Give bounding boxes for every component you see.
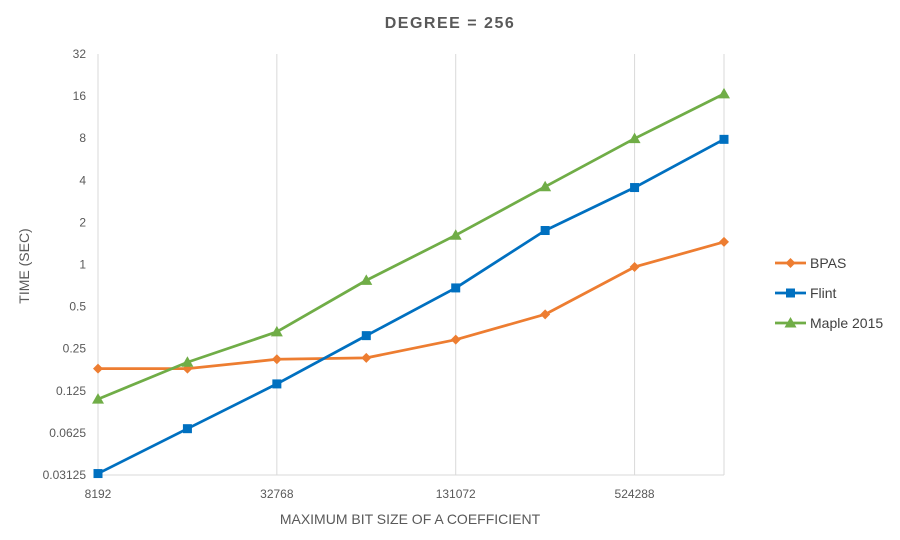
y-tick-label: 0.0625 [49,426,86,440]
grid-lines [97,54,725,476]
series-flint [93,134,729,479]
data-point-maple-2015 [718,87,730,99]
series-line-maple-2015 [97,92,725,401]
chart-title: DEGREE = 256 [385,15,516,32]
legend-item-flint: Flint [775,285,837,301]
y-tick-label: 2 [79,215,86,229]
data-point-bpas [93,363,103,374]
series-line-bpas [98,240,725,371]
data-point-flint [451,283,461,293]
x-tick-label: 8192 [85,487,112,501]
data-point-flint [719,134,729,144]
legend: BPAS Flint Maple 2015 [775,255,883,331]
data-point-maple-2015 [181,356,194,367]
data-point-bpas [719,236,729,247]
legend-marker-maple-2015 [784,317,797,328]
y-tick-label: 1 [79,258,86,272]
data-point-maple-2015 [360,274,373,285]
series-group [92,87,730,479]
legend-label-maple-2015: Maple 2015 [810,315,883,331]
y-tick-label: 0.25 [63,342,87,356]
data-point-bpas [361,352,372,363]
legend-item-bpas: BPAS [775,255,846,271]
legend-label-bpas: BPAS [810,255,846,271]
data-point-flint [630,183,640,193]
data-point-flint [272,379,282,389]
legend-label-flint: Flint [810,285,837,301]
data-point-flint [540,226,550,236]
x-tick-label: 131072 [436,487,476,501]
data-point-bpas [271,354,282,365]
data-point-bpas [540,309,551,320]
y-tick-label: 32 [73,47,87,61]
data-point-maple-2015 [628,132,641,144]
x-tick-label: 32768 [260,487,294,501]
series-maple-2015 [92,87,730,404]
data-point-maple-2015 [539,180,552,192]
y-tick-label: 8 [79,131,86,145]
data-point-flint [361,331,371,341]
series-bpas [93,236,729,374]
y-axis-ticks: 0.03125 0.0625 0.125 0.25 0.5 1 2 4 8 16 32 [43,47,87,482]
data-point-maple-2015 [270,325,283,337]
x-tick-label: 524288 [615,487,655,501]
series-line-flint [97,138,725,475]
data-point-bpas [450,334,461,345]
y-tick-label: 0.03125 [43,468,87,482]
y-tick-label: 16 [73,89,87,103]
y-axis-title: TIME (SEC) [16,228,32,303]
x-axis-ticks: 8192 32768 131072 524288 [85,487,655,501]
y-tick-label: 0.125 [56,384,86,398]
legend-marker-bpas [785,258,796,268]
data-point-maple-2015 [92,393,104,404]
data-point-flint [182,424,192,434]
y-tick-label: 4 [79,173,86,187]
data-point-maple-2015 [449,229,462,240]
legend-marker-flint [786,288,795,298]
legend-item-maple-2015: Maple 2015 [775,315,883,331]
x-axis-title: MAXIMUM BIT SIZE OF A COEFFICIENT [280,511,541,527]
y-tick-label: 0.5 [69,300,86,314]
data-point-bpas [629,261,640,272]
data-point-flint [93,469,103,479]
